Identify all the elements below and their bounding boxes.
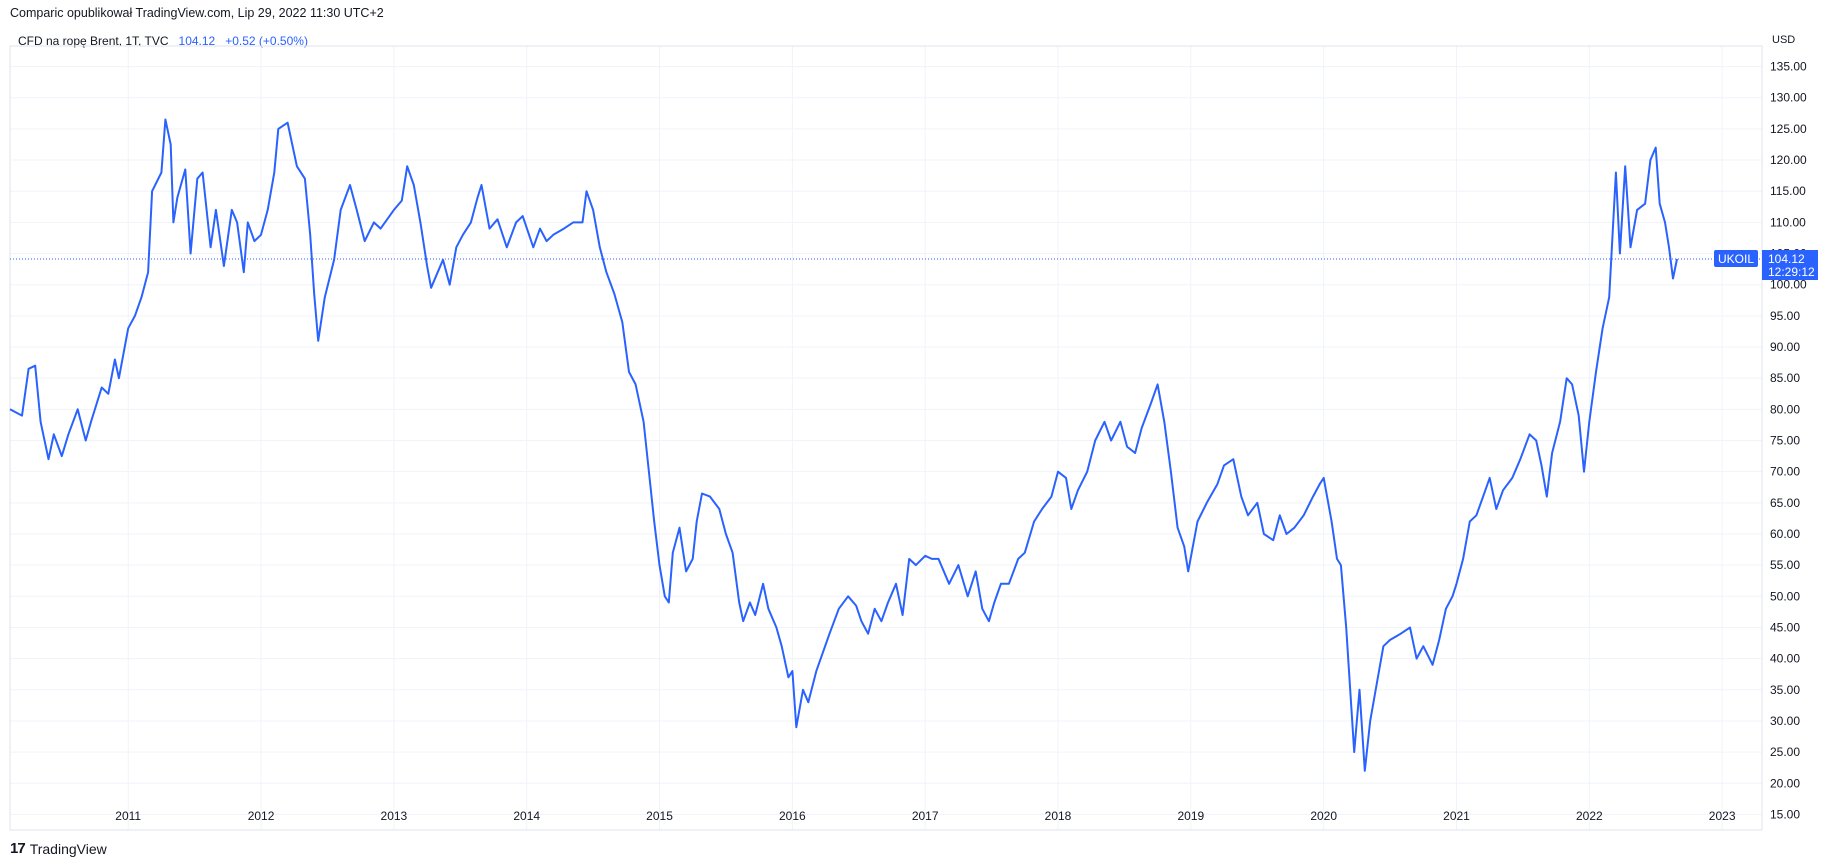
price-tick-label: 120.00 (1770, 153, 1807, 167)
price-tick-label: 35.00 (1770, 683, 1800, 697)
price-tick-label: 75.00 (1770, 433, 1800, 447)
time-tick-label: 2023 (1709, 809, 1736, 823)
countdown-tag: 12:29:12 (1768, 265, 1815, 279)
price-tick-label: 70.00 (1770, 465, 1800, 479)
price-tick-label: 80.00 (1770, 402, 1800, 416)
price-tick-label: 65.00 (1770, 496, 1800, 510)
price-tag: UKOIL 104.12 12:29:12 (1714, 250, 1818, 281)
publication-info: Comparic opublikował TradingView.com, Li… (10, 6, 384, 20)
price-tick-label: 85.00 (1770, 371, 1800, 385)
time-tick-label: 2011 (115, 809, 141, 823)
currency-label: USD (1772, 34, 1796, 46)
time-tick-label: 2014 (513, 809, 540, 823)
price-tick-label: 135.00 (1770, 60, 1807, 74)
price-tick-label: 50.00 (1770, 589, 1800, 603)
price-tick-label: 40.00 (1770, 652, 1800, 666)
time-tick-label: 2018 (1045, 809, 1072, 823)
time-tick-label: 2016 (779, 809, 806, 823)
last-price: 104.12 (178, 34, 216, 48)
price-tick-label: 55.00 (1770, 558, 1800, 572)
tradingview-logo-icon: 17 (10, 840, 26, 857)
brand-name: TradingView (29, 840, 107, 857)
price-tick-label: 115.00 (1770, 184, 1806, 198)
price-tag-value: 104.12 (1768, 252, 1805, 266)
symbol-name[interactable]: CFD na ropę Brent, 1T, TVC (18, 34, 169, 48)
chart-grid (10, 46, 1762, 830)
brent-price-line (9, 118, 1678, 772)
price-tick-label: 30.00 (1770, 714, 1800, 728)
price-tick-label: 15.00 (1770, 807, 1800, 821)
price-tick-label: 90.00 (1770, 340, 1800, 354)
symbol-tag-bg (1714, 250, 1758, 268)
price-change: +0.52 (+0.50%) (225, 34, 308, 48)
symbol-legend: CFD na ropę Brent, 1T, TVC 104.12 +0.52 … (18, 34, 308, 48)
symbol-tag: UKOIL (1718, 252, 1754, 266)
time-tick-label: 2015 (646, 809, 673, 823)
time-tick-label: 2013 (381, 809, 408, 823)
price-tick-label: 20.00 (1770, 776, 1800, 790)
price-tick-label: 60.00 (1770, 527, 1800, 541)
time-tick-label: 2012 (248, 809, 275, 823)
price-tick-label: 100.00 (1770, 278, 1807, 292)
price-axis: 15.00 20.00 25.00 30.00 35.00 40.00 45.00 50.00… (1770, 60, 1807, 822)
price-tag-bg (1762, 250, 1818, 281)
plot-border (9, 45, 1763, 831)
time-tick-label: 2021 (1443, 809, 1470, 823)
time-tick-label: 2020 (1310, 809, 1337, 823)
price-tick-label: 45.00 (1770, 620, 1800, 634)
time-tick-label: 2019 (1177, 809, 1204, 823)
price-tick-label: 125.00 (1770, 122, 1807, 136)
price-tick-label: 25.00 (1770, 745, 1800, 759)
tradingview-logo[interactable]: 17 TradingView (10, 840, 107, 857)
price-tick-label: 130.00 (1770, 91, 1807, 105)
time-tick-label: 2022 (1576, 809, 1603, 823)
price-tick-label: 110.00 (1770, 215, 1806, 229)
price-tick-label: 95.00 (1770, 309, 1800, 323)
time-axis: 2011 2012 2013 2014 2015 2016 2017 2018 2019 2020… (115, 809, 1736, 823)
time-tick-label: 2017 (912, 809, 939, 823)
